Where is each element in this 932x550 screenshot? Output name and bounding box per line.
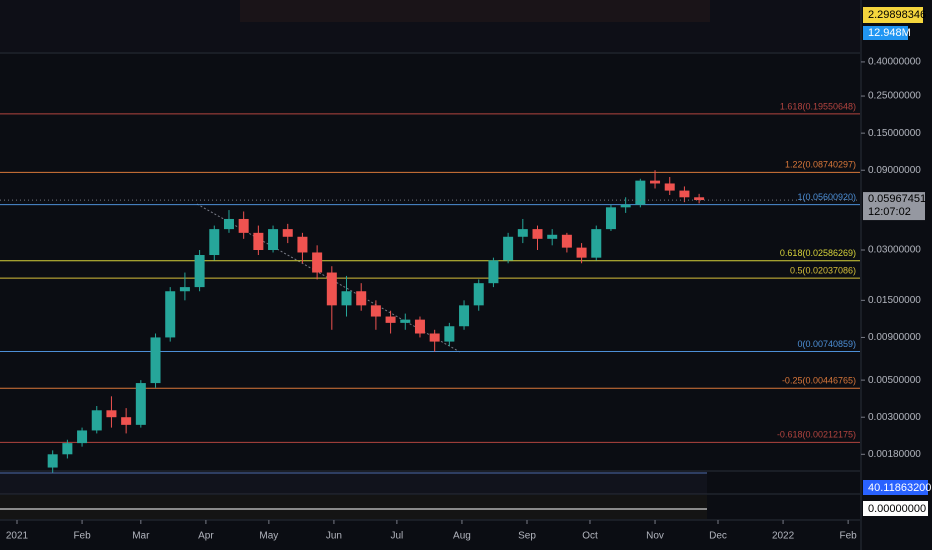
candle-body: [91, 410, 102, 431]
candle-body: [179, 287, 190, 292]
candle-body: [503, 236, 514, 261]
x-tick-label: Feb: [840, 531, 858, 542]
rsi-label: 40.11863200: [868, 482, 931, 494]
candle-body: [694, 197, 705, 201]
candle-body: [561, 234, 572, 248]
y-tick-label: 0.40000000: [868, 57, 921, 68]
candle-body: [385, 316, 396, 323]
candle-body: [650, 180, 661, 184]
y-tick-label: 0.00300000: [868, 412, 921, 423]
x-tick-label: Sep: [518, 531, 536, 542]
y-tick-label: 0.01500000: [868, 295, 921, 306]
candle-body: [121, 417, 132, 425]
x-tick-label: Jul: [390, 531, 403, 542]
candle-body: [282, 229, 293, 237]
osc-panel: [0, 495, 707, 519]
volume-shade: [240, 0, 710, 22]
fib-label: 0.618(0.02586269): [780, 248, 856, 258]
fib-label: -0.618(0.00212175): [777, 430, 856, 440]
x-tick-label: Apr: [198, 531, 214, 542]
candle-body: [297, 236, 308, 253]
candle-body: [62, 443, 73, 455]
countdown: 12:07:02: [868, 206, 911, 218]
y-tick-label: 0.00900000: [868, 332, 921, 343]
rsi-panel: [0, 472, 707, 494]
x-tick-label: 2021: [6, 531, 29, 542]
y-tick-label: 0.00500000: [868, 375, 921, 386]
candle-body: [532, 229, 543, 239]
last-price-label: 0.05967451: [868, 193, 926, 205]
top-label: 2.29898346: [868, 9, 926, 21]
fib-label: 0(0.00740859): [797, 339, 856, 349]
label-box: [863, 501, 928, 516]
candle-body: [517, 229, 528, 237]
candle-body: [223, 218, 234, 230]
candle-body: [253, 232, 264, 251]
y-tick-label: 0.00180000: [868, 449, 921, 460]
candle-body: [459, 305, 470, 327]
candle-body: [238, 218, 249, 233]
fib-label: 1.22(0.08740297): [785, 160, 856, 170]
osc-label: 0.00000000: [868, 503, 926, 515]
fib-label: -0.25(0.00446765): [782, 376, 856, 386]
candle-body: [414, 319, 425, 334]
y-tick-label: 0.15000000: [868, 128, 921, 139]
candle-body: [620, 204, 631, 208]
x-tick-label: 2022: [772, 531, 795, 542]
candle-body: [576, 247, 587, 258]
candle-body: [664, 183, 675, 191]
candle-body: [135, 383, 146, 425]
candle-body: [194, 255, 205, 288]
fib-label: 1.618(0.19550648): [780, 101, 856, 111]
candle-body: [400, 319, 411, 323]
y-tick-label: 0.03000000: [868, 245, 921, 256]
candle-body: [488, 260, 499, 284]
candle-body: [356, 291, 367, 306]
candle-body: [312, 252, 323, 273]
fib-label: 1(0.05600920): [797, 192, 856, 202]
x-tick-label: Feb: [73, 531, 91, 542]
candle-body: [268, 229, 279, 251]
x-tick-label: Oct: [582, 531, 598, 542]
candle-body: [591, 229, 602, 258]
label-box: [863, 7, 923, 23]
candle-body: [165, 291, 176, 338]
candle-body: [473, 283, 484, 306]
candle-body: [106, 410, 117, 418]
candle-body: [429, 333, 440, 342]
x-tick-label: May: [259, 531, 278, 542]
x-tick-label: Jun: [326, 531, 342, 542]
last-price-box: [863, 192, 925, 221]
y-tick-label: 0.25000000: [868, 91, 921, 102]
label-box: [863, 26, 908, 40]
candle-body: [605, 207, 616, 230]
candle-body: [150, 337, 161, 384]
y-tick-label: 0.09000000: [868, 165, 921, 176]
x-tick-label: Nov: [646, 531, 664, 542]
x-tick-label: Aug: [453, 531, 471, 542]
candle-body: [547, 234, 558, 239]
candle-body: [370, 305, 381, 317]
candle-body: [209, 229, 220, 256]
fib-label: 0.5(0.02037086): [790, 265, 856, 275]
candle-body: [444, 326, 455, 342]
top-label: 12.948M: [868, 27, 911, 39]
x-tick-label: Mar: [132, 531, 150, 542]
candle-body: [47, 454, 58, 468]
candle-body: [635, 180, 646, 205]
candle-body: [326, 272, 337, 306]
candle-body: [341, 291, 352, 306]
candle-body: [679, 190, 690, 198]
label-box: [863, 480, 928, 495]
candle-body: [77, 430, 88, 444]
x-tick-label: Dec: [709, 531, 727, 542]
